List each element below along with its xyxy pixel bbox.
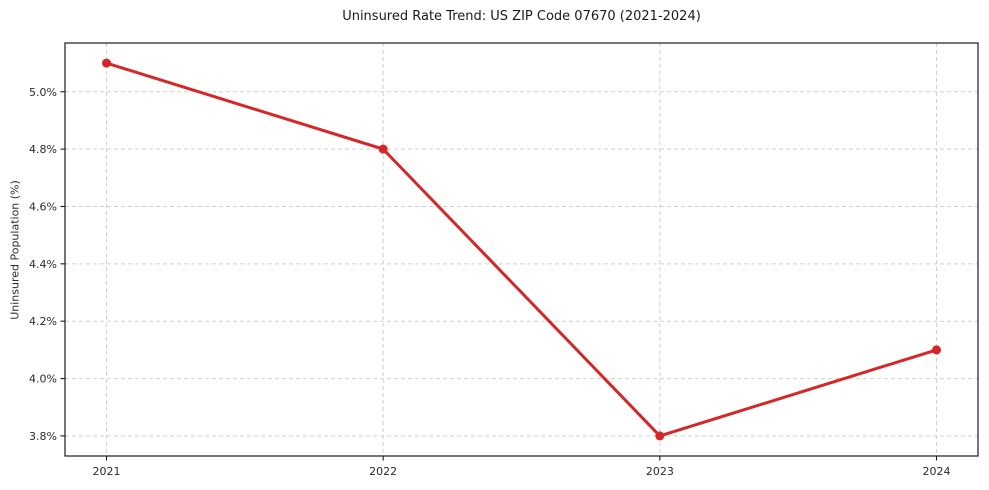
data-point-marker: [655, 431, 665, 441]
y-tick-label: 4.4%: [29, 258, 57, 271]
y-tick-label: 5.0%: [29, 86, 57, 99]
y-tick-label: 4.0%: [29, 373, 57, 386]
data-point-marker: [932, 345, 941, 355]
plot-border: [64, 42, 979, 457]
y-tick-label: 4.6%: [29, 200, 57, 213]
y-tick-label: 4.8%: [29, 143, 57, 156]
y-tick-label: 3.8%: [29, 430, 57, 443]
x-tick-label: 2024: [923, 465, 951, 478]
chart-title: Uninsured Rate Trend: US ZIP Code 07670 …: [342, 9, 701, 24]
y-tick-label: 4.2%: [29, 315, 57, 328]
x-tick-label: 2023: [646, 465, 674, 478]
data-point-marker: [102, 58, 111, 68]
data-point-marker: [378, 144, 388, 154]
x-tick-label: 2022: [369, 465, 397, 478]
x-tick-label: 2021: [93, 465, 121, 478]
trend-line: [105, 61, 938, 438]
